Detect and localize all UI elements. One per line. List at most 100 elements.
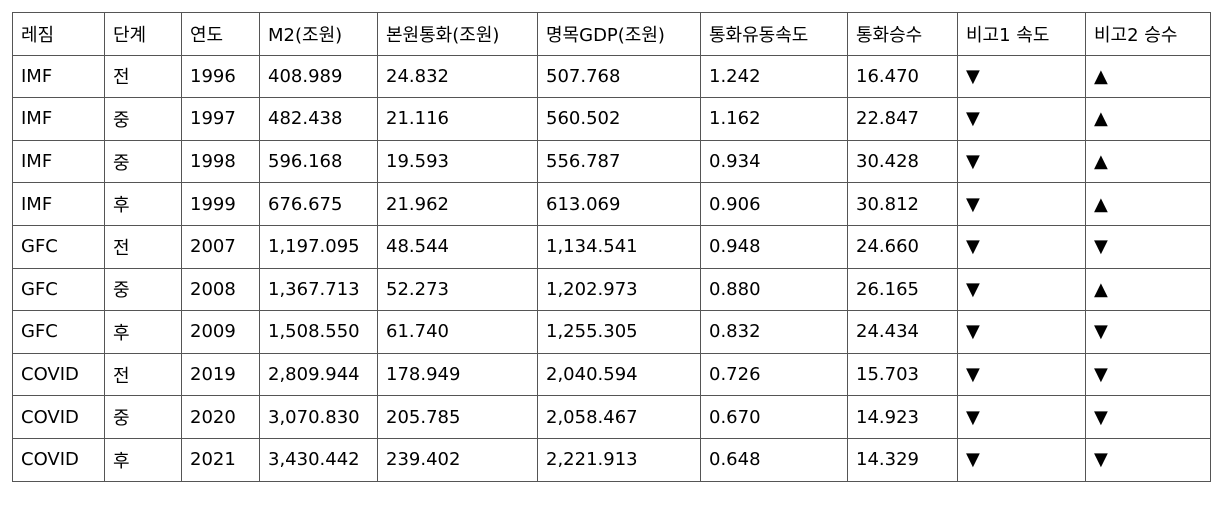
data-cell: 239.402 <box>377 437 538 482</box>
data-row: IMF 후 1999 676.675 21.962 613.069 0.906 30.812 ▼… <box>12 182 1211 226</box>
data-cell: 1997 <box>181 97 260 141</box>
data-cell: ▼ <box>957 182 1086 226</box>
data-cell: ▼ <box>957 352 1086 397</box>
data-cell: ▼ <box>957 310 1086 354</box>
data-row: IMF 중 1997 482.438 21.116 560.502 1.162 22.847 ▼… <box>12 97 1211 141</box>
header-cell: 단계 <box>104 12 182 56</box>
header-cell: 명목GDP(조원) <box>537 12 701 56</box>
data-cell: ▼ <box>1085 352 1211 397</box>
data-cell: 0.906 <box>700 182 848 226</box>
data-cell: 중 <box>104 267 182 312</box>
data-cell: 0.648 <box>700 437 848 482</box>
data-row: COVID 후 2021 3,430.442 239.402 2,221.913 0.648… <box>12 437 1211 482</box>
data-cell: 중 <box>104 139 182 184</box>
data-cell: 556.787 <box>537 139 701 184</box>
data-row: GFC 중 2008 1,367.713 52.273 1,202.973 0.880 26.… <box>12 267 1211 312</box>
data-cell: 1,134.541 <box>537 224 701 269</box>
data-cell: ▼ <box>957 267 1086 312</box>
data-row: IMF 전 1996 408.989 24.832 507.768 1.242 16.470 ▼… <box>12 54 1211 99</box>
data-cell: IMF <box>12 182 105 226</box>
data-cell: 61.740 <box>377 310 538 354</box>
data-cell: 2,040.594 <box>537 352 701 397</box>
data-cell: ▼ <box>957 54 1086 99</box>
data-cell: 30.428 <box>847 139 958 184</box>
data-cell: IMF <box>12 54 105 99</box>
data-cell: ▼ <box>1085 437 1211 482</box>
data-cell: 0.670 <box>700 395 848 439</box>
data-row: IMF 중 1998 596.168 19.593 556.787 0.934 30.428 ▼… <box>12 139 1211 184</box>
data-cell: 1,367.713 <box>259 267 378 312</box>
data-cell: 전 <box>104 352 182 397</box>
data-cell: 205.785 <box>377 395 538 439</box>
data-cell: 2019 <box>181 352 260 397</box>
data-cell: 1998 <box>181 139 260 184</box>
data-cell: COVID <box>12 437 105 482</box>
data-cell: 24.660 <box>847 224 958 269</box>
data-cell: 0.832 <box>700 310 848 354</box>
data-row: GFC 후 2009 1,508.550 61.740 1,255.305 0.832 24.… <box>12 310 1211 354</box>
data-cell: ▼ <box>957 139 1086 184</box>
data-cell: ▼ <box>1085 224 1211 269</box>
data-cell: 52.273 <box>377 267 538 312</box>
data-cell: 408.989 <box>259 54 378 99</box>
data-row: COVID 중 2020 3,070.830 205.785 2,058.467 0.670… <box>12 395 1211 439</box>
data-cell: 0.726 <box>700 352 848 397</box>
data-cell: 22.847 <box>847 97 958 141</box>
data-cell: 613.069 <box>537 182 701 226</box>
data-cell: 2021 <box>181 437 260 482</box>
data-cell: 14.329 <box>847 437 958 482</box>
data-cell: 1,255.305 <box>537 310 701 354</box>
data-cell: 676.675 <box>259 182 378 226</box>
data-cell: 1,508.550 <box>259 310 378 354</box>
data-cell: ▲ <box>1085 54 1211 99</box>
data-cell: GFC <box>12 310 105 354</box>
data-cell: 1996 <box>181 54 260 99</box>
header-cell: 레짐 <box>12 12 105 56</box>
data-cell: 0.948 <box>700 224 848 269</box>
header-cell: 비고1 속도 <box>957 12 1086 56</box>
data-cell: 560.502 <box>537 97 701 141</box>
data-cell: 0.934 <box>700 139 848 184</box>
data-cell: 14.923 <box>847 395 958 439</box>
data-cell: 16.470 <box>847 54 958 99</box>
data-cell: 2,809.944 <box>259 352 378 397</box>
data-cell: 1,197.095 <box>259 224 378 269</box>
data-cell: 24.434 <box>847 310 958 354</box>
data-cell: 15.703 <box>847 352 958 397</box>
header-cell: 비고2 승수 <box>1085 12 1211 56</box>
data-cell: 후 <box>104 310 182 354</box>
data-cell: 24.832 <box>377 54 538 99</box>
header-cell: 본원통화(조원) <box>377 12 538 56</box>
data-cell: ▼ <box>957 437 1086 482</box>
data-cell: 2009 <box>181 310 260 354</box>
data-cell: 3,430.442 <box>259 437 378 482</box>
data-cell: IMF <box>12 97 105 141</box>
table-body: 레짐 단계 연도 M2(조원) 본원통화(조원) 명목GDP(조원) 통화유동속도 통화승수 비… <box>12 12 1211 482</box>
header-row: 레짐 단계 연도 M2(조원) 본원통화(조원) 명목GDP(조원) 통화유동속도 통화승수 비… <box>12 12 1211 56</box>
table-container: 레짐 단계 연도 M2(조원) 본원통화(조원) 명목GDP(조원) 통화유동속도 통화승수 비… <box>12 12 1211 482</box>
header-cell: 연도 <box>181 12 260 56</box>
data-cell: ▼ <box>1085 310 1211 354</box>
data-cell: 482.438 <box>259 97 378 141</box>
data-cell: 중 <box>104 97 182 141</box>
data-cell: 2,221.913 <box>537 437 701 482</box>
data-cell: 507.768 <box>537 54 701 99</box>
data-cell: 후 <box>104 437 182 482</box>
data-cell: 후 <box>104 182 182 226</box>
data-cell: 전 <box>104 224 182 269</box>
data-cell: IMF <box>12 139 105 184</box>
data-cell: 1,202.973 <box>537 267 701 312</box>
data-cell: 1999 <box>181 182 260 226</box>
data-cell: GFC <box>12 267 105 312</box>
data-cell: 1.242 <box>700 54 848 99</box>
data-cell: 596.168 <box>259 139 378 184</box>
data-cell: 3,070.830 <box>259 395 378 439</box>
data-cell: ▲ <box>1085 139 1211 184</box>
data-cell: 전 <box>104 54 182 99</box>
data-cell: 2,058.467 <box>537 395 701 439</box>
data-cell: 2007 <box>181 224 260 269</box>
data-row: GFC 전 2007 1,197.095 48.544 1,134.541 0.948 24.… <box>12 224 1211 269</box>
data-cell: 0.880 <box>700 267 848 312</box>
data-cell: ▲ <box>1085 97 1211 141</box>
